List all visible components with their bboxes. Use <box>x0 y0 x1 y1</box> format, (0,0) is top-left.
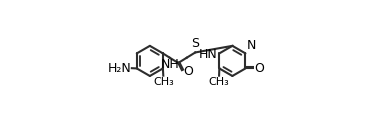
Text: H₂N: H₂N <box>107 62 131 75</box>
Text: CH₃: CH₃ <box>153 77 174 87</box>
Text: HN: HN <box>199 48 218 61</box>
Text: CH₃: CH₃ <box>209 77 230 87</box>
Text: O: O <box>254 62 264 75</box>
Text: O: O <box>183 65 193 78</box>
Text: S: S <box>191 37 199 50</box>
Text: NH: NH <box>160 58 179 72</box>
Text: N: N <box>247 39 256 52</box>
